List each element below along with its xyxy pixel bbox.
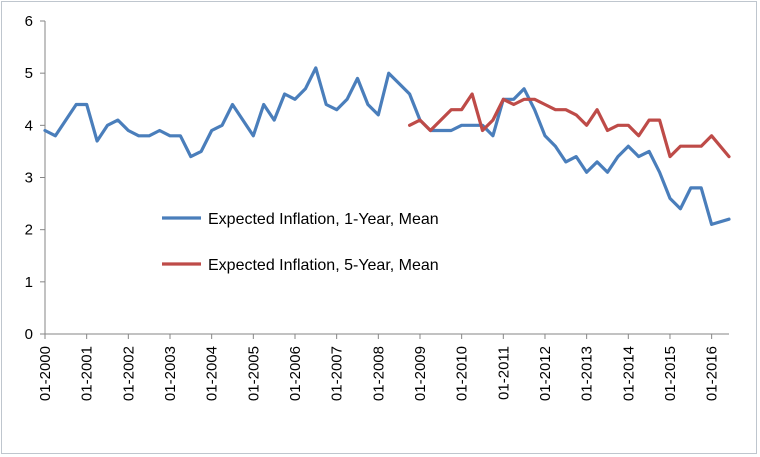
series-2-line: [408, 92, 731, 159]
y-tick-label: 3: [25, 170, 33, 187]
x-tick-label: 01-2008: [370, 346, 387, 401]
legend-label-1: Expected Inflation, 1-Year, Mean: [208, 211, 439, 228]
x-tick-label: 01-2005: [245, 346, 262, 401]
x-tick-label: 01-2006: [287, 346, 304, 401]
x-tick-label: 01-2007: [329, 346, 346, 401]
x-tick-label: 01-2003: [162, 346, 179, 401]
x-tick-label: 01-2004: [204, 346, 221, 401]
x-tick-label: 01-2010: [454, 346, 471, 401]
series-1-line: [43, 66, 731, 226]
y-tick-label: 4: [25, 117, 33, 134]
y-tick-label: 0: [25, 326, 33, 343]
x-tick-label: 01-2001: [79, 346, 96, 401]
x-tick-label: 01-2011: [495, 346, 512, 400]
x-tick-label: 01-2014: [620, 346, 637, 401]
x-tick-label: 01-2013: [579, 346, 596, 401]
legend-label-2: Expected Inflation, 5-Year, Mean: [208, 257, 439, 274]
x-tick-label: 01-2000: [37, 346, 54, 401]
x-tick-label: 01-2002: [120, 346, 137, 401]
x-tick-label: 01-2012: [537, 346, 554, 401]
y-tick-label: 2: [25, 222, 33, 239]
x-tick-label: 01-2015: [662, 346, 679, 401]
x-tick-label: 01-2009: [412, 346, 429, 401]
y-tick-label: 1: [25, 274, 33, 291]
y-tick-label: 5: [25, 65, 33, 82]
x-tick-label: 01-2016: [704, 346, 721, 401]
y-tick-label: 6: [25, 13, 33, 30]
